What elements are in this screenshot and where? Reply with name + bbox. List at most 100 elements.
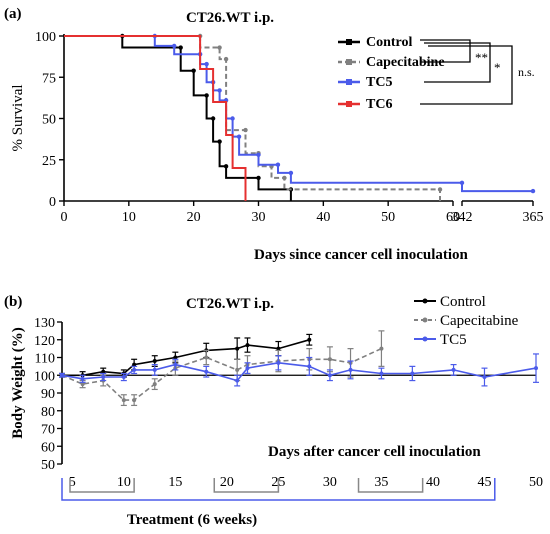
weight-point <box>121 375 126 380</box>
panel-a-legend: Control Capecitabine TC5 TC6 <box>338 35 445 112</box>
panel-b-y-tick-label: 110 <box>35 352 55 367</box>
survival-point <box>172 43 177 49</box>
panel-b-y-tick-label: 70 <box>41 423 55 438</box>
weight-point <box>327 373 332 378</box>
panel-a-x-tick-label: 50 <box>381 210 395 225</box>
survival-point <box>530 188 536 194</box>
panel-b-y-tick-label: 100 <box>34 369 55 384</box>
weight-series-capecitabine <box>59 330 385 407</box>
treatment-label: Treatment (6 weeks) <box>127 512 257 528</box>
panel-b-x-tick-label: 45 <box>477 475 491 490</box>
weight-point <box>121 398 126 403</box>
weight-point <box>80 376 85 381</box>
significance-bracket-1 <box>420 39 471 63</box>
panel-b-x-tick-label: 20 <box>220 475 234 490</box>
legend-b-marker <box>422 336 428 342</box>
significance-label-3: n.s. <box>518 65 535 79</box>
survival-point <box>230 116 235 121</box>
weight-point <box>534 366 538 371</box>
treatment-brackets <box>61 478 496 501</box>
weight-point <box>173 355 178 360</box>
weight-point <box>132 362 137 367</box>
panel-a-label: (a) <box>4 6 22 22</box>
weight-point <box>152 367 157 372</box>
weight-point <box>327 357 332 362</box>
legend-a-marker <box>346 59 352 65</box>
panel-b-y-tick-label: 130 <box>34 316 55 331</box>
panel-b: (b) CT26.WT i.p. Body Weight (%) Days af… <box>4 294 543 528</box>
weight-series-control <box>59 333 313 380</box>
survival-point <box>217 88 222 93</box>
legend-a-marker <box>346 39 352 45</box>
weight-point <box>80 382 85 387</box>
weight-point <box>307 337 312 342</box>
panel-b-x-tick-label: 40 <box>426 475 440 490</box>
weight-point <box>410 371 415 376</box>
panel-a-x-tick-label: 40 <box>316 210 330 225</box>
panel-b-x-tick-label: 5 <box>69 475 76 490</box>
weight-point <box>235 378 240 383</box>
survival-line-control <box>64 35 292 201</box>
panel-a-y-tick-label: 75 <box>42 71 56 86</box>
significance-label-1: ** <box>475 50 488 65</box>
weight-point <box>173 362 178 367</box>
panel-a-x-tick-label: 365 <box>523 210 544 225</box>
weight-point <box>152 382 157 387</box>
treatment-cycle-bracket <box>357 478 424 493</box>
weight-point <box>245 343 250 348</box>
legend-a-marker <box>346 79 352 85</box>
weight-point <box>132 398 137 403</box>
panel-b-x-tick-label: 35 <box>374 475 388 490</box>
panel-a-x-tick-label: 60 <box>446 210 460 225</box>
survival-point <box>204 93 209 98</box>
weight-point <box>307 364 312 369</box>
significance-brackets: ** * n.s. <box>420 39 535 105</box>
panel-a-x-tick-label: 342 <box>452 210 473 225</box>
weight-point <box>276 346 281 351</box>
weight-point <box>245 366 250 371</box>
survival-point <box>223 56 229 62</box>
panel-a-title: CT26.WT i.p. <box>186 10 274 26</box>
survival-point <box>217 139 222 144</box>
panel-b-series <box>59 330 539 407</box>
legend-b-control: Control <box>440 294 486 310</box>
panel-b-xlabel: Days after cancer cell inoculation <box>268 444 481 460</box>
survival-point <box>437 187 443 192</box>
legend-b-capecitabine: Capecitabine <box>440 313 519 329</box>
panel-b-x-tick-label: 10 <box>117 475 131 490</box>
panel-a-x-tick-label: 0 <box>61 210 68 225</box>
panel-b-x-tick-label: 15 <box>168 475 182 490</box>
survival-point <box>178 45 183 50</box>
panel-b-legend: Control Capecitabine TC5 <box>414 294 519 348</box>
survival-point <box>236 134 242 139</box>
survival-point <box>210 116 216 121</box>
significance-bracket-3 <box>420 45 513 105</box>
weight-point <box>101 375 106 380</box>
panel-a-x-tick-label: 20 <box>187 210 201 225</box>
weight-point <box>132 367 137 372</box>
panel-a: (a) CT26.WT i.p. % Survival Days since c… <box>4 6 544 263</box>
survival-point <box>288 170 294 176</box>
legend-a-control: Control <box>366 35 413 50</box>
weight-point <box>348 367 353 372</box>
weight-line <box>62 339 310 377</box>
weight-point <box>152 359 157 364</box>
weight-point <box>379 371 384 376</box>
panel-a-ylabel: % Survival <box>10 84 26 151</box>
panel-a-x-tick-label: 30 <box>252 210 266 225</box>
survival-point <box>223 164 229 169</box>
survival-point <box>275 162 281 167</box>
weight-line <box>61 347 382 401</box>
significance-label-2: * <box>494 60 501 75</box>
legend-a-tc5: TC5 <box>366 75 392 90</box>
panel-a-y-tick-label: 25 <box>42 154 56 169</box>
weight-point <box>60 373 64 378</box>
panel-b-y-tick-label: 120 <box>34 334 55 349</box>
weight-point <box>482 375 487 380</box>
panel-b-y-tick-label: 90 <box>41 387 55 402</box>
weight-point <box>451 367 456 372</box>
panel-b-y-tick-label: 80 <box>41 405 55 420</box>
